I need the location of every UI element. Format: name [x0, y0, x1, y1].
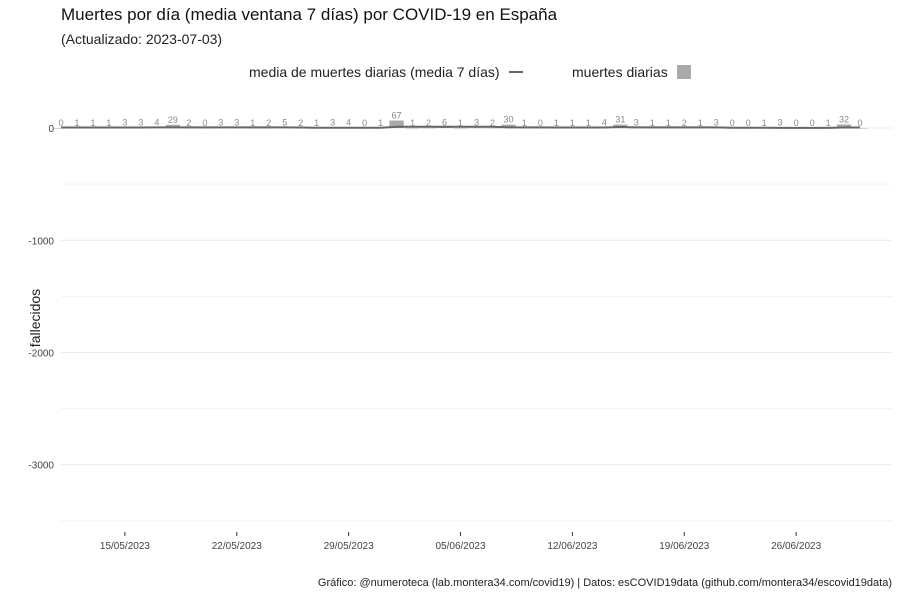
bar [453, 127, 468, 129]
legend: media de muertes diarias (media 7 días) … [0, 64, 900, 84]
bar-value-label: 3 [474, 118, 479, 128]
x-tick-label: 12/06/2023 [547, 541, 597, 552]
bar-value-label: 1 [826, 118, 831, 128]
chart-title: Muertes por día (media ventana 7 días) p… [61, 5, 558, 24]
grid-lines [61, 127, 892, 522]
bar [836, 124, 852, 129]
bar [405, 127, 420, 129]
x-tick-label: 29/05/2023 [324, 541, 374, 552]
bar-value-label: 4 [602, 118, 607, 128]
chart-subtitle: (Actualizado: 2023-07-03) [61, 31, 223, 47]
bar-value-label: 0 [746, 118, 751, 128]
x-tick-label: 19/06/2023 [659, 541, 709, 552]
bar [501, 124, 516, 129]
bar-value-label: 1 [570, 118, 575, 128]
bar-value-label: 3 [122, 118, 127, 128]
bar-value-label: 0 [362, 118, 367, 128]
y-axis-ticks: 0 -1000 -2000 -3000 [28, 124, 54, 472]
bar-value-label: 0 [730, 118, 735, 128]
bar-value-label: 1 [250, 118, 255, 128]
bar-value-label: 32 [839, 114, 849, 124]
bar [437, 127, 452, 129]
legend-line-marker [508, 71, 523, 73]
y-tick-label: -3000 [28, 461, 54, 472]
legend-label-daily: muertes diarias [572, 64, 668, 80]
x-axis-ticks: 15/05/2023 22/05/2023 29/05/2023 05/06/2023… [100, 532, 822, 552]
bar-value-label: 2 [490, 118, 495, 128]
bar-value-label: 0 [794, 118, 799, 128]
bar-value-label: 4 [346, 118, 351, 128]
bar [852, 128, 868, 129]
bar-value-label: 0 [202, 118, 207, 128]
bar-value-label: 1 [314, 118, 319, 128]
bar-value-label: 1 [762, 118, 767, 128]
bar-value-label: 1 [90, 118, 95, 128]
bar-value-label: 1 [650, 118, 655, 128]
x-tick-label: 26/06/2023 [771, 541, 821, 552]
bar-value-label: 4 [154, 118, 159, 128]
bar-value-label: 2 [682, 118, 687, 128]
x-tick-label: 05/06/2023 [435, 541, 485, 552]
bar-value-label: 1 [458, 118, 463, 128]
bar [485, 127, 500, 129]
bar-value-label: 2 [426, 118, 431, 128]
bar-value-label: 3 [634, 118, 639, 128]
bar-value-label: 1 [410, 118, 415, 128]
bar-value-label: 3 [330, 118, 335, 128]
bar [389, 120, 404, 129]
x-tick-label: 22/05/2023 [212, 541, 262, 552]
x-tick-label: 15/05/2023 [100, 541, 150, 552]
y-tick-label: -2000 [28, 348, 54, 359]
bar-value-label: 1 [106, 118, 111, 128]
y-tick-label: -1000 [28, 236, 54, 247]
bar-value-label: 1 [586, 118, 591, 128]
bar-value-label: 3 [714, 118, 719, 128]
bar-value-label: 3 [138, 118, 143, 128]
bar-value-label: 1 [74, 118, 79, 128]
moving-average-group [61, 125, 860, 129]
legend-item-average: media de muertes diarias (media 7 días) [249, 64, 523, 80]
bar-value-label: 0 [810, 118, 815, 128]
bar-value-label: 31 [615, 115, 625, 125]
moving-average-line [61, 125, 860, 129]
bar-value-label: 0 [858, 118, 863, 128]
legend-label-average: media de muertes diarias (media 7 días) [249, 64, 500, 80]
bar-value-label: 3 [778, 118, 783, 128]
bar-value-label: 1 [378, 118, 383, 128]
chart-caption: Gráfico: @numeroteca (lab.montera34.com/… [317, 577, 892, 589]
legend-square-marker [676, 65, 691, 79]
bar-value-label: 0 [58, 118, 63, 128]
bar-value-label: 3 [218, 118, 223, 128]
bar-value-label: 6 [442, 117, 447, 127]
bar-value-label: 1 [554, 118, 559, 128]
bar-value-label: 1 [698, 118, 703, 128]
bar [469, 127, 484, 129]
bar-value-label: 30 [503, 115, 513, 125]
bar-value-label: 67 [392, 111, 402, 121]
legend-item-daily: muertes diarias [572, 64, 691, 80]
bar-value-label: 2 [298, 118, 303, 128]
bar-value-label: 5 [282, 117, 287, 127]
bar-value-label: 1 [522, 118, 527, 128]
y-tick-label: 0 [48, 124, 54, 135]
bar-value-label: 2 [266, 118, 271, 128]
bar-value-label: 0 [538, 118, 543, 128]
bar-value-label: 1 [666, 118, 671, 128]
bar-value-label: 3 [234, 118, 239, 128]
bar-value-label: 29 [168, 115, 178, 125]
bar-value-label: 2 [186, 118, 191, 128]
bar [421, 127, 436, 129]
